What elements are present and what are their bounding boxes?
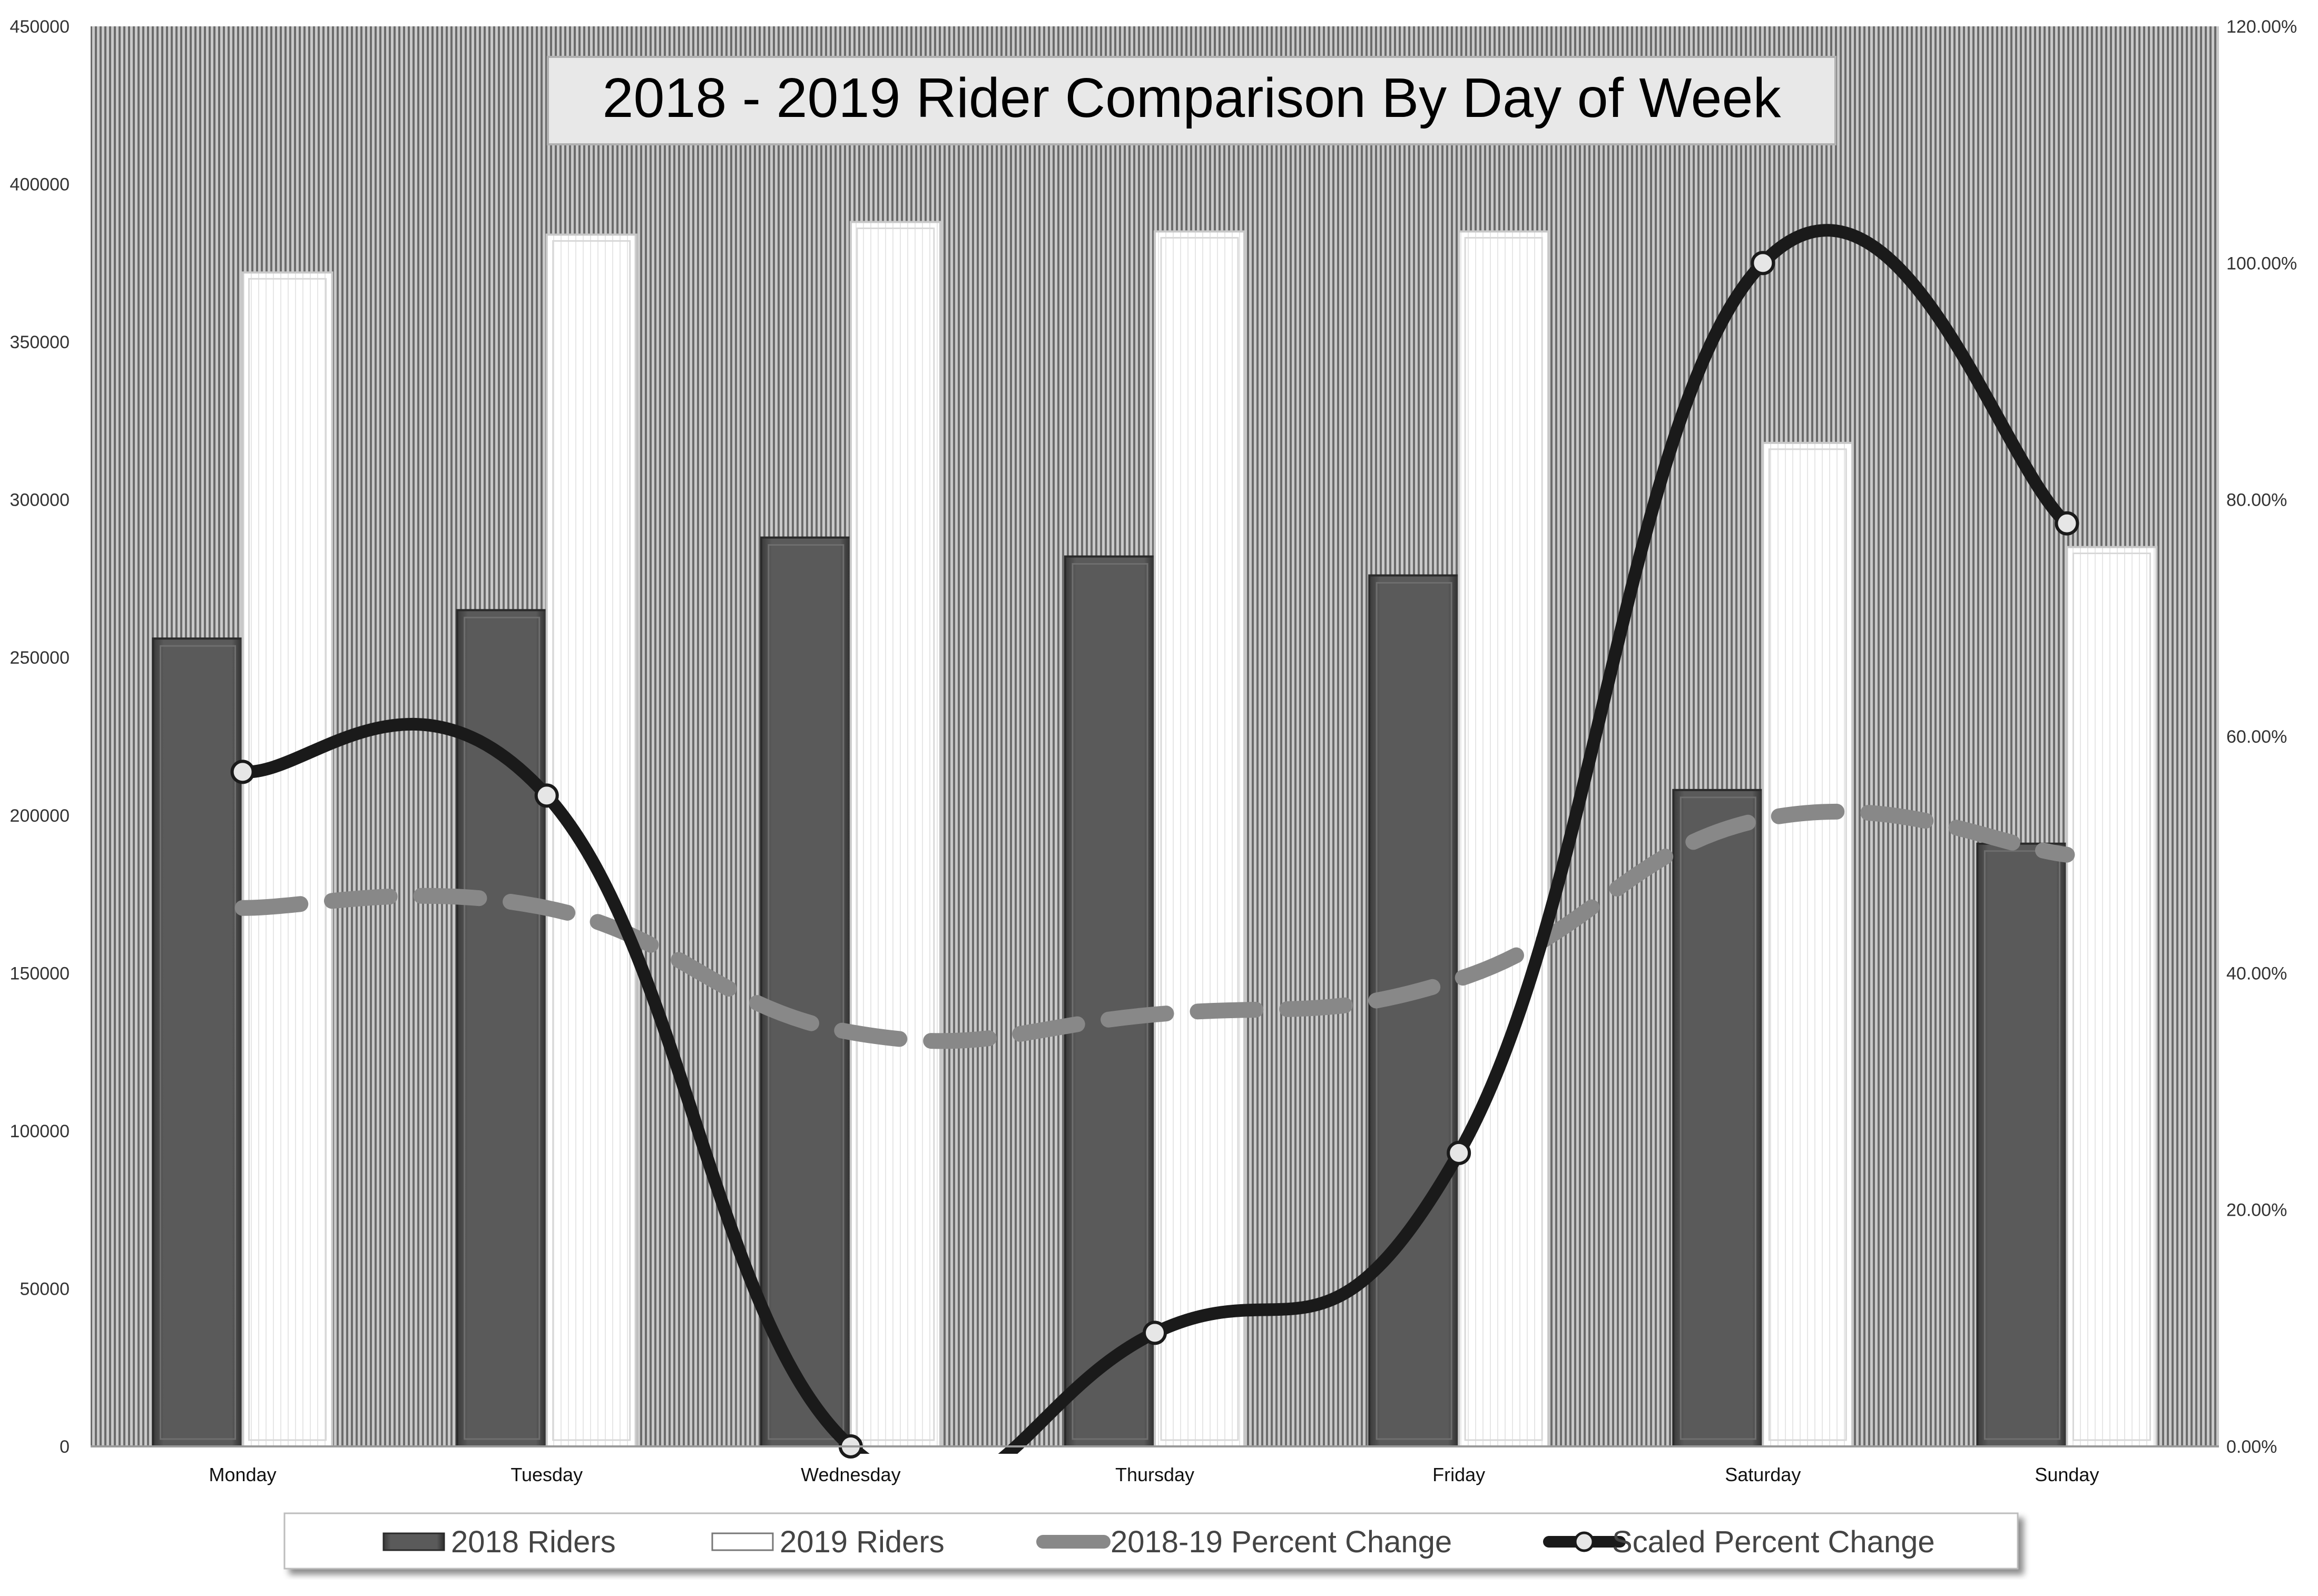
x-axis-tick-label: Saturday xyxy=(1725,1464,1801,1485)
line-marker xyxy=(534,783,559,808)
bar-2019-bevel xyxy=(1160,237,1239,1441)
bar-2019-bevel xyxy=(1464,237,1543,1441)
bar-2018-bevel xyxy=(1679,796,1756,1440)
bar-2019-bevel xyxy=(248,278,327,1441)
x-axis-tick-label: Friday xyxy=(1432,1464,1485,1485)
right-axis-tick-label: 0.00% xyxy=(2226,1437,2277,1457)
line-marker xyxy=(1143,1321,1167,1345)
left-axis-tick-label: 150000 xyxy=(10,963,70,983)
left-axis-tick-label: 200000 xyxy=(10,806,70,826)
bar-2019-riders xyxy=(1762,441,1854,1447)
line-marker xyxy=(1751,251,1775,275)
legend-label: 2019 Riders xyxy=(780,1525,945,1559)
left-axis-tick-label: 0 xyxy=(60,1437,70,1457)
line-marker xyxy=(2055,511,2079,536)
chart-title: 2018 - 2019 Rider Comparison By Day of W… xyxy=(603,67,1782,129)
right-axis-tick-label: 60.00% xyxy=(2226,727,2287,747)
x-axis-tick-label: Monday xyxy=(209,1464,277,1485)
left-axis-tick-label: 100000 xyxy=(10,1121,70,1141)
legend-label: 2018-19 Percent Change xyxy=(1111,1525,1452,1559)
bar-2018-riders xyxy=(1976,842,2068,1447)
bar-2018-bevel xyxy=(768,544,844,1440)
bar-2019-riders xyxy=(849,221,941,1447)
bar-2019-bevel xyxy=(1768,448,1847,1441)
legend-label: Scaled Percent Change xyxy=(1612,1525,1935,1559)
bar-2019-bevel xyxy=(552,240,631,1441)
bar-2019-riders xyxy=(545,233,637,1447)
bar-2019-riders xyxy=(241,271,333,1447)
bar-2018-riders xyxy=(1064,555,1156,1447)
line-marker xyxy=(230,760,255,784)
left-axis-tick-label: 400000 xyxy=(10,175,70,195)
bar-2018-bevel xyxy=(1376,582,1452,1440)
bar-2018-riders xyxy=(1368,574,1460,1447)
line-series xyxy=(230,224,2079,1459)
bar-2018-riders xyxy=(760,536,852,1447)
left-axis-tick-label: 250000 xyxy=(10,648,70,668)
legend-swatch-2018 xyxy=(382,1532,445,1551)
bar-2018-bevel xyxy=(464,616,541,1440)
line-percent-change xyxy=(234,803,2075,1049)
left-axis-tick-label: 350000 xyxy=(10,332,70,352)
x-axis-tick-label: Thursday xyxy=(1115,1464,1194,1485)
legend-label: 2018 Riders xyxy=(451,1525,616,1559)
left-axis-tick-label: 300000 xyxy=(10,490,70,510)
legend: 2018 Riders 2019 Riders 2018-19 Percent Ch… xyxy=(283,1512,2019,1570)
bar-series xyxy=(152,221,2158,1448)
legend-swatch-marker xyxy=(1574,1531,1595,1552)
right-axis-tick-label: 40.00% xyxy=(2226,963,2287,983)
chart-title-box: 2018 - 2019 Rider Comparison By Day of W… xyxy=(547,56,1836,145)
line-marker xyxy=(1447,1140,1471,1165)
x-axis-tick-label: Wednesday xyxy=(801,1464,900,1485)
right-axis-tick-label: 120.00% xyxy=(2226,17,2297,37)
bar-2018-bevel xyxy=(1072,563,1148,1440)
bar-2019-riders xyxy=(2066,546,2158,1447)
right-axis-tick-label: 20.00% xyxy=(2226,1200,2287,1220)
left-axis-tick-label: 450000 xyxy=(10,17,70,37)
x-axis-tick-label: Sunday xyxy=(2035,1464,2099,1485)
left-y-axis: 0 50000 100000 150000 200000 250000 300000 3500… xyxy=(10,17,70,1457)
right-y-axis: 0.00% 20.00% 40.00% 60.00% 80.00% 100.00% 120.… xyxy=(2226,17,2297,1457)
bar-2018-bevel xyxy=(160,645,237,1440)
bar-2018-bevel xyxy=(1983,850,2060,1440)
x-axis-tick-label: Tuesday xyxy=(510,1464,583,1485)
bar-2018-riders xyxy=(1672,789,1764,1447)
bar-2019-bevel xyxy=(2072,553,2151,1441)
right-axis-tick-label: 80.00% xyxy=(2226,490,2287,510)
bar-2018-riders xyxy=(152,637,244,1447)
x-axis: Monday Tuesday Wednesday Thursday Friday Satu… xyxy=(91,1445,2219,1485)
left-axis-tick-label: 50000 xyxy=(19,1279,70,1299)
bar-2019-riders xyxy=(1458,230,1550,1448)
right-axis-tick-label: 100.00% xyxy=(2226,253,2297,273)
bar-2019-riders xyxy=(1154,230,1245,1448)
legend-swatch-2019 xyxy=(711,1532,774,1551)
bar-2019-bevel xyxy=(856,227,935,1441)
